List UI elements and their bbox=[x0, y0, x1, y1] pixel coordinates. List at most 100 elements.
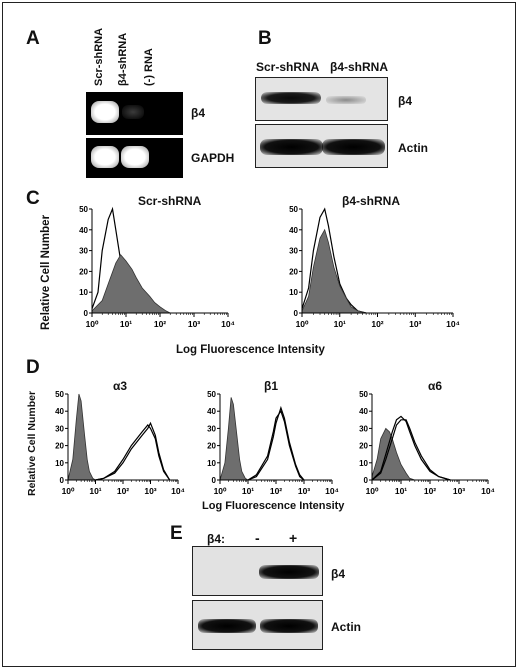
figure-frame bbox=[2, 2, 516, 667]
x-tick-label: 10² bbox=[424, 486, 436, 496]
x-tick-label: 10¹ bbox=[242, 486, 254, 496]
panel-b-row-label-1: β4 bbox=[398, 94, 412, 108]
x-tick-label: 10⁴ bbox=[221, 319, 235, 329]
panel-e-blot-actin bbox=[192, 600, 323, 650]
histogram-series-filled bbox=[91, 254, 171, 314]
x-tick-label: 10³ bbox=[409, 319, 421, 329]
y-tick-label: 40 bbox=[289, 226, 298, 235]
panel-letter-b: B bbox=[258, 28, 272, 49]
panel-c-title-2: β4-shRNA bbox=[342, 194, 400, 208]
y-tick-label: 30 bbox=[207, 424, 216, 433]
histogram-series-filled bbox=[67, 393, 97, 481]
panel-d-title-2: β1 bbox=[264, 379, 278, 393]
panel-b-band bbox=[326, 96, 366, 104]
panel-c-xlabel: Log Fluorescence Intensity bbox=[176, 344, 325, 356]
panel-e-condition-plus: + bbox=[289, 530, 298, 546]
panel-c-plot-1: 0 10 20 30 40 50 10⁰ 10¹ 10² 10³ 10⁴ bbox=[79, 205, 235, 329]
y-tick-label: 0 bbox=[294, 309, 299, 318]
panel-e-row-label-1: β4 bbox=[331, 567, 345, 581]
histogram-series-filled bbox=[301, 228, 367, 314]
y-tick-label: 40 bbox=[359, 407, 368, 416]
panel-a-lane-label-2: β4-shRNA bbox=[117, 32, 129, 86]
panel-e-condition-label: β4: bbox=[207, 532, 225, 546]
panel-letter-d: D bbox=[26, 357, 40, 378]
y-tick-label: 20 bbox=[207, 442, 216, 451]
y-tick-label: 20 bbox=[289, 267, 298, 276]
x-tick-label: 10⁰ bbox=[296, 319, 309, 329]
panel-c-title-1: Scr-shRNA bbox=[138, 194, 202, 208]
panel-a-band bbox=[122, 105, 144, 119]
y-tick-label: 10 bbox=[289, 288, 298, 297]
y-tick-label: 50 bbox=[359, 390, 368, 399]
y-tick-label: 50 bbox=[289, 205, 298, 214]
panel-d-plot-2: 0 10 20 30 40 50 10⁰ 10¹ 10² 10³ 10⁴ bbox=[207, 390, 339, 496]
panel-b-band bbox=[261, 92, 321, 104]
y-tick-label: 50 bbox=[79, 205, 88, 214]
x-tick-label: 10² bbox=[117, 486, 129, 496]
panel-d-ylabel: Relative Cell Number bbox=[26, 390, 38, 496]
panel-e-row-label-2: Actin bbox=[331, 620, 361, 634]
x-tick-label: 10³ bbox=[188, 319, 200, 329]
x-tick-label: 10⁴ bbox=[481, 486, 495, 496]
y-tick-label: 40 bbox=[79, 226, 88, 235]
y-tick-label: 0 bbox=[364, 476, 369, 485]
y-tick-label: 40 bbox=[207, 407, 216, 416]
panel-d-plot-3: 0 10 20 30 40 50 10⁰ 10¹ 10² 10³ 10⁴ bbox=[359, 390, 495, 496]
histogram-series-outline bbox=[247, 405, 305, 481]
panel-e-band bbox=[198, 619, 256, 633]
panel-b-band bbox=[322, 139, 385, 155]
panel-e-condition-minus: - bbox=[255, 530, 260, 546]
x-tick-label: 10² bbox=[371, 319, 383, 329]
x-tick-label: 10¹ bbox=[120, 319, 132, 329]
histogram-series-outline bbox=[371, 415, 451, 481]
x-tick-label: 10¹ bbox=[334, 319, 346, 329]
histogram-series-outline bbox=[95, 421, 171, 481]
y-tick-label: 30 bbox=[289, 247, 298, 256]
x-tick-label: 10⁴ bbox=[171, 486, 185, 496]
panel-a-band bbox=[91, 146, 119, 168]
y-tick-label: 50 bbox=[207, 390, 216, 399]
y-tick-label: 30 bbox=[55, 424, 64, 433]
panel-a-band bbox=[91, 101, 119, 123]
histogram-series-outline bbox=[247, 409, 305, 481]
y-tick-label: 40 bbox=[55, 407, 64, 416]
y-tick-label: 10 bbox=[359, 459, 368, 468]
panel-b-lane-label-2: β4-shRNA bbox=[330, 60, 388, 74]
x-tick-label: 10² bbox=[154, 319, 166, 329]
panel-d-xlabel: Log Fluorescence Intensity bbox=[202, 500, 345, 512]
panel-letter-a: A bbox=[26, 28, 40, 49]
panel-b-lane-label-1: Scr-shRNA bbox=[256, 60, 320, 74]
panel-d-title-3: α6 bbox=[428, 379, 443, 393]
x-tick-label: 10³ bbox=[144, 486, 156, 496]
panel-e-blot-b4 bbox=[192, 546, 323, 596]
panel-b-band bbox=[260, 139, 323, 155]
histogram-series-outline bbox=[371, 419, 451, 481]
panel-a-band bbox=[121, 146, 149, 168]
panel-a-lane-label-1: Scr-shRNA bbox=[93, 27, 105, 86]
y-tick-label: 20 bbox=[359, 442, 368, 451]
panel-letter-c: C bbox=[26, 188, 40, 209]
x-tick-label: 10³ bbox=[298, 486, 310, 496]
x-tick-label: 10³ bbox=[453, 486, 465, 496]
y-tick-label: 20 bbox=[79, 267, 88, 276]
panel-e-band bbox=[259, 565, 319, 579]
y-tick-label: 30 bbox=[79, 247, 88, 256]
x-tick-label: 10² bbox=[270, 486, 282, 496]
panel-a-row-label-1: β4 bbox=[191, 106, 205, 120]
panel-c-ylabel: Relative Cell Number bbox=[40, 214, 52, 330]
panel-b-blot-b4 bbox=[255, 77, 388, 121]
y-tick-label: 0 bbox=[84, 309, 89, 318]
y-tick-label: 10 bbox=[79, 288, 88, 297]
panel-c-plot-2: 0 10 20 30 40 50 10⁰ 10¹ 10² 10³ 10⁴ bbox=[289, 205, 460, 329]
x-tick-label: 10⁴ bbox=[446, 319, 460, 329]
x-tick-label: 10⁰ bbox=[366, 486, 379, 496]
x-tick-label: 10¹ bbox=[395, 486, 407, 496]
x-tick-label: 10⁰ bbox=[86, 319, 99, 329]
panel-e-band bbox=[260, 619, 318, 633]
histogram-series-filled bbox=[219, 397, 250, 481]
panel-a-gel-gapdh bbox=[86, 138, 183, 178]
y-tick-label: 50 bbox=[55, 390, 64, 399]
y-tick-label: 20 bbox=[55, 442, 64, 451]
x-tick-label: 10¹ bbox=[89, 486, 101, 496]
panel-b-row-label-2: Actin bbox=[398, 141, 428, 155]
